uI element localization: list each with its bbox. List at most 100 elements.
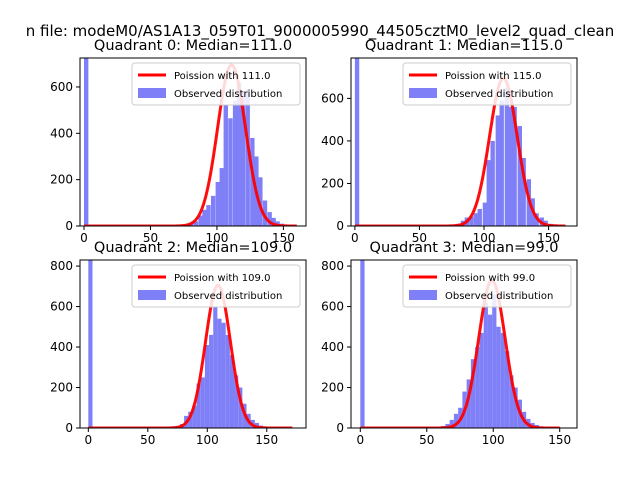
legend-entry-fit: Poission with 109.0 [174,273,270,284]
histogram-bar [206,205,211,226]
axes-frame [79,57,307,227]
legend-entry-observed: Observed distribution [445,89,553,100]
legend-box [131,264,301,308]
histogram-bar [223,105,228,226]
axes-frame [79,259,307,429]
histogram-bar [228,118,233,226]
legend-bar-swatch [409,290,437,300]
x-tick-label: 0 [351,231,359,245]
x-tick-label: 100 [482,433,505,447]
y-tick-label: 200 [321,176,344,190]
x-tick-label: 0 [85,433,93,447]
histogram-bar [360,260,365,428]
histogram-bar [473,213,479,226]
y-tick-label: 600 [321,300,344,314]
quadrant-plot-area [83,58,298,226]
histogram-bar [213,306,218,428]
legend-entry-fit: Poission with 99.0 [445,273,535,284]
histogram-bar [240,91,246,226]
histogram-bar [192,405,197,428]
histogram-bar [475,347,480,428]
x-tick-label: 150 [537,231,560,245]
legend-box [402,264,572,308]
quadrant-plot-area [359,260,561,428]
histogram-bar [469,216,474,226]
histogram-bar [271,217,276,226]
histogram-bar [354,58,360,226]
histogram-bar [513,387,518,428]
histogram-bar [232,100,238,226]
histogram-bar [483,302,488,428]
poisson-fit-line [359,278,561,428]
quadrant-0-panel: 0 50 100 150 0 200 400 600 Quadrant 0: Median=11… [50,38,307,245]
legend-entry-observed: Observed distribution [174,89,282,100]
x-tick-label: 50 [412,231,427,245]
histogram-bar [210,195,216,226]
histogram-bar [495,115,501,226]
histogram-bar [492,294,497,428]
x-tick-label: 100 [196,433,219,447]
y-tick-label: 200 [50,173,73,187]
quadrant-title: Quadrant 0: Median=111.0 [94,38,292,54]
quadrant-title: Quadrant 1: Median=115.0 [365,38,563,54]
axes-frame [350,57,578,227]
histogram-bar [275,221,280,226]
quadrant-2-panel: 0 50 100 150 0 200 400 600 800 Quadrant 2: Median… [50,240,307,447]
y-tick-label: 200 [50,381,73,395]
legend-entry-observed: Observed distribution [445,291,553,302]
histogram-bar [512,106,517,226]
poisson-fit-line [87,283,294,428]
histogram-bar [477,208,482,226]
quadrant-plot-area [87,260,294,428]
y-tick-label: 400 [321,134,344,148]
y-tick-label: 600 [321,91,344,105]
y-tick-label: 0 [65,421,73,435]
histogram-bar [229,355,235,428]
quadrant-title: Quadrant 2: Median=109.0 [94,240,292,256]
histogram-bar [198,215,203,226]
histogram-bar [509,375,514,428]
quadrant-1-panel: 0 50 100 150 0 200 400 600 Quadrant 1: Median=11… [321,38,578,245]
histogram-bar [83,58,89,226]
y-tick-label: 800 [50,259,73,273]
y-tick-label: 400 [50,340,73,354]
x-tick-label: 150 [548,433,571,447]
y-tick-label: 400 [321,340,344,354]
y-tick-label: 0 [336,219,344,233]
legend-entry-fit: Poission with 115.0 [445,71,541,82]
histogram-bar [204,345,210,428]
y-tick-label: 800 [321,259,344,273]
axes-frame [350,259,578,429]
quadrant-panels: 0 50 100 150 0 200 400 600 Quadrant 0: Median=11… [50,38,578,447]
legend-bar-swatch [138,88,166,98]
histogram-bar [225,334,230,428]
histogram-bar [499,100,504,226]
histogram-bar [262,200,268,226]
histogram-bar [267,212,272,226]
histogram-bar [215,181,220,226]
histogram-bar [486,160,491,226]
histogram-bar [470,359,476,428]
quadrant-3-panel: 0 50 100 150 0 200 400 600 800 Quadrant 3: Median… [321,240,578,447]
x-tick-label: 100 [473,231,496,245]
histogram-bar [508,106,513,226]
x-tick-label: 0 [80,231,88,245]
poisson-fit-line [83,63,298,226]
legend-box [131,62,301,106]
histogram-bar [500,332,505,428]
histogram-bar [504,351,510,428]
histogram-bar [521,157,526,226]
y-tick-label: 600 [50,300,73,314]
legend-box [402,62,572,106]
histogram-bar [245,89,250,226]
histogram-bar [188,411,193,428]
poisson-fit-line [354,76,567,226]
y-tick-label: 600 [50,80,73,94]
histogram-bar [193,221,199,226]
histogram-bar [202,209,207,226]
histogram-bar [238,387,243,428]
quadrant-plot-area [354,58,567,226]
histogram-bar [196,383,201,428]
histogram-bar [209,334,214,428]
